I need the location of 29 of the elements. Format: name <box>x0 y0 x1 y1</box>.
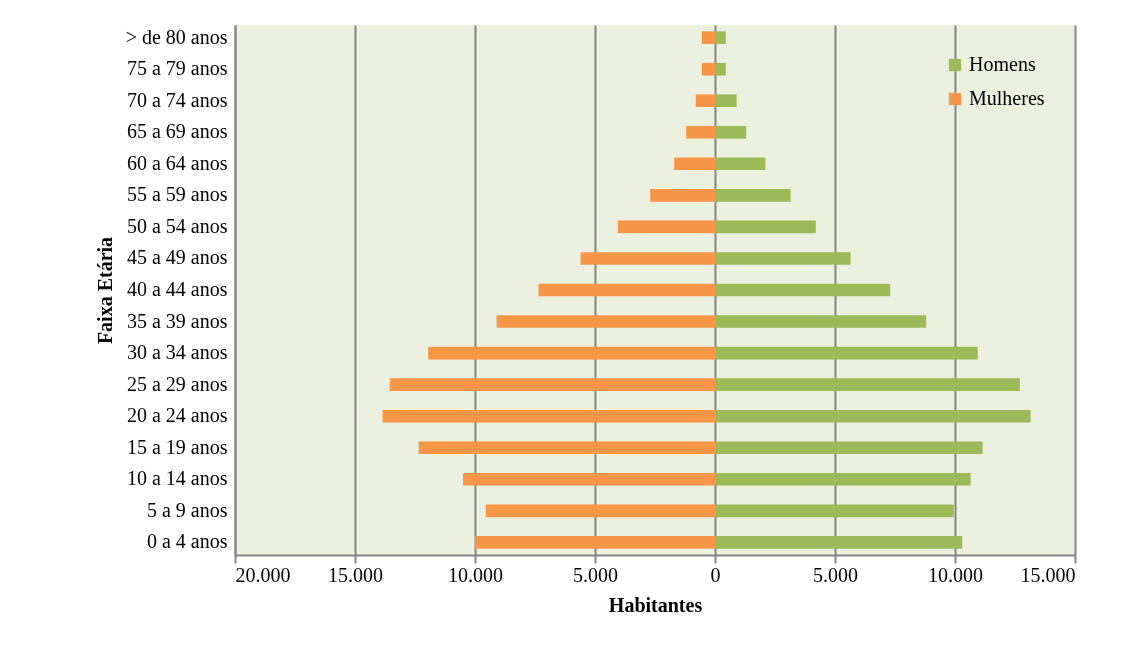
x-tick-label: 0 <box>710 563 721 586</box>
x-tick-label: 20.000 <box>235 563 291 586</box>
y-tick-label: 30 a 34 anos <box>126 341 228 364</box>
x-tick-label: 15.000 <box>328 563 383 586</box>
x-tick-label: 5.000 <box>813 563 858 586</box>
y-axis-title: Faixa Etária <box>93 236 116 345</box>
y-tick-label: 5 a 9 anos <box>146 498 228 521</box>
y-tick-label: 15 a 19 anos <box>126 435 228 458</box>
y-tick-label: > de 80 anos <box>125 25 228 48</box>
y-tick-label: 75 a 79 anos <box>126 57 228 80</box>
y-tick-label: 55 a 59 anos <box>126 183 228 206</box>
legend-label: Homens <box>969 53 1036 75</box>
y-tick-label: 20 a 24 anos <box>126 404 228 427</box>
y-tick-label: 60 a 64 anos <box>126 151 228 174</box>
y-tick-label: 40 a 44 anos <box>126 278 228 300</box>
y-tick-label: 35 a 39 anos <box>126 309 228 332</box>
y-tick-label: 45 a 49 anos <box>126 246 228 269</box>
x-tick-label: 10.000 <box>448 563 503 586</box>
y-tick-label: 0 a 4 anos <box>146 530 228 553</box>
y-tick-label: 50 a 54 anos <box>126 214 228 237</box>
x-tick-label: 5.000 <box>573 563 618 586</box>
x-tick-label: 15.000 <box>1020 563 1076 586</box>
y-tick-label: 65 a 69 anos <box>126 120 228 143</box>
y-tick-label: 25 a 29 anos <box>126 372 228 395</box>
y-tick-label: 10 a 14 anos <box>126 467 228 490</box>
x-tick-label: 10.000 <box>928 563 983 586</box>
x-axis-title: Habitantes <box>608 593 703 616</box>
legend-label: Mulheres <box>969 87 1045 109</box>
y-tick-label: 70 a 74 anos <box>126 88 228 111</box>
